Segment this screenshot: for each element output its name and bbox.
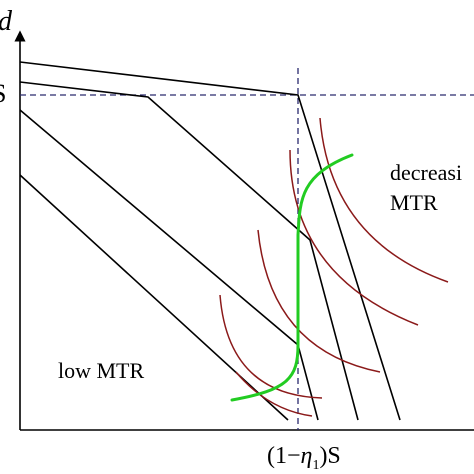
indifference-curve-1 [319,117,449,283]
indifference-curve-5 [235,371,313,417]
budget-line-second [19,81,359,421]
region-label-right-line2: MTR [390,190,438,215]
region-label-left: low MTR [58,358,145,383]
budget-line-bottom [19,174,289,421]
y-axis-variable-label: d [0,6,13,37]
x-axis-tick-threshold: (1−η1)S [267,443,341,473]
y-axis-tick-s: S [0,79,6,108]
optimal-choice-path [230,153,354,402]
indifference-curve-4 [219,294,323,399]
x-axis-tick-prefix: (1− [267,443,301,469]
indifference-curve-3 [257,229,381,373]
axes [14,30,474,431]
x-axis-tick-subscript: 1 [312,458,319,473]
x-axis-tick-eta: η [301,443,313,469]
region-label-right-line1: decreasi [390,160,462,185]
indifference-curves [219,117,449,417]
budget-line-top [19,61,401,421]
indifference-curve-2 [289,149,419,326]
x-axis-tick-suffix: )S [319,443,340,469]
